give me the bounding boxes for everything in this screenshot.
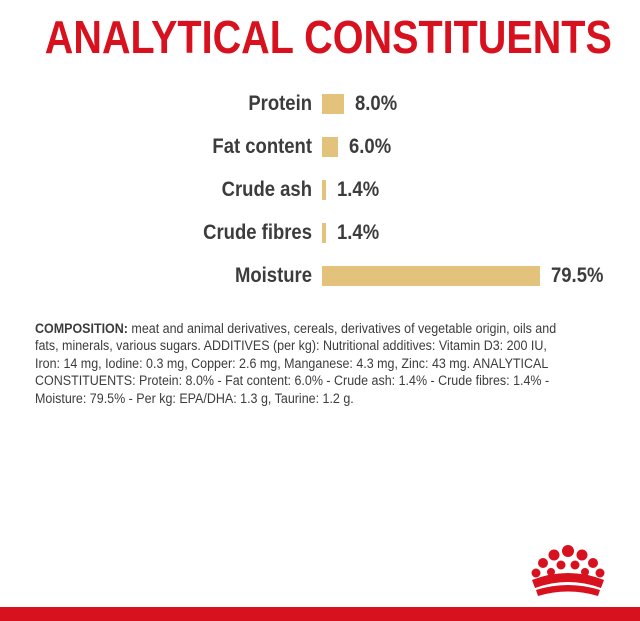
bar <box>322 223 326 243</box>
bar-label: Crude fibres <box>203 221 312 244</box>
page-title: ANALYTICAL CONSTITUENTS <box>44 11 612 63</box>
bar <box>322 137 339 157</box>
composition-body: meat and animal derivatives, cereals, de… <box>35 321 557 407</box>
bar <box>322 266 540 286</box>
royal-canin-crown-icon <box>531 545 605 596</box>
bar-value-label: 8.0% <box>354 92 398 115</box>
bar-label: Fat content <box>212 135 312 158</box>
footer-bar <box>0 607 640 621</box>
bar <box>322 94 344 114</box>
bar-value-label: 1.4% <box>337 221 380 244</box>
bar-label: Crude ash <box>221 178 312 201</box>
bar <box>322 180 326 200</box>
bar-label: Protein <box>248 92 312 115</box>
bar-label: Moisture <box>234 264 312 287</box>
bar-value-label: 6.0% <box>349 135 392 158</box>
composition-text: COMPOSITION: meat and animal derivatives… <box>35 321 563 408</box>
bar-value-label: 79.5% <box>551 264 604 287</box>
bar-value-label: 1.4% <box>337 178 380 201</box>
composition-heading: COMPOSITION: <box>35 321 128 337</box>
